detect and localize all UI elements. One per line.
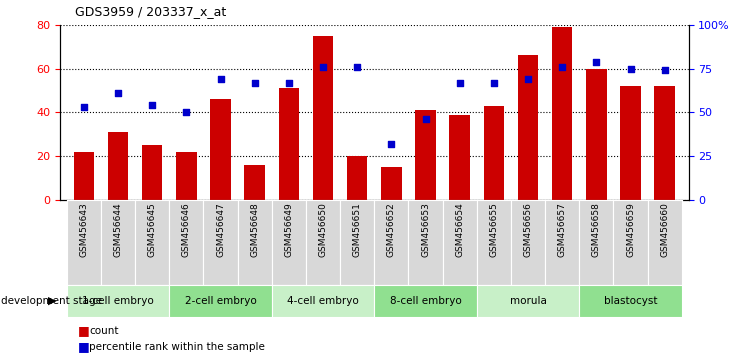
Point — [352, 64, 363, 70]
Text: GSM456654: GSM456654 — [455, 202, 464, 257]
Text: GSM456655: GSM456655 — [489, 202, 499, 257]
Text: development stage: development stage — [1, 296, 102, 306]
Point — [249, 80, 260, 85]
Point — [283, 80, 295, 85]
Point — [78, 104, 90, 110]
Bar — [244, 165, 265, 200]
Bar — [552, 27, 572, 200]
Bar — [621, 86, 641, 200]
Text: 4-cell embryo: 4-cell embryo — [287, 296, 359, 306]
Text: morula: morula — [510, 296, 547, 306]
Text: blastocyst: blastocyst — [604, 296, 657, 306]
Point — [317, 64, 329, 70]
Text: ■: ■ — [78, 341, 90, 353]
Bar — [586, 69, 607, 200]
Point — [181, 110, 192, 115]
Bar — [654, 86, 675, 200]
Point — [556, 64, 568, 70]
Bar — [107, 132, 128, 200]
Text: GSM456651: GSM456651 — [352, 202, 362, 257]
Text: GDS3959 / 203337_x_at: GDS3959 / 203337_x_at — [75, 5, 226, 18]
Text: GSM456650: GSM456650 — [319, 202, 327, 257]
Point — [659, 68, 670, 73]
Text: GSM456653: GSM456653 — [421, 202, 430, 257]
Bar — [279, 88, 299, 200]
Point — [146, 103, 158, 108]
Text: count: count — [89, 326, 118, 336]
Bar — [484, 106, 504, 200]
Text: GSM456657: GSM456657 — [558, 202, 567, 257]
Text: GSM456646: GSM456646 — [182, 202, 191, 257]
Text: GSM456643: GSM456643 — [80, 202, 88, 257]
Bar — [176, 152, 197, 200]
Point — [522, 76, 534, 82]
Bar — [450, 115, 470, 200]
Text: GSM456648: GSM456648 — [250, 202, 260, 257]
Text: 1-cell embryo: 1-cell embryo — [82, 296, 154, 306]
Text: GSM456659: GSM456659 — [626, 202, 635, 257]
Point — [625, 66, 637, 72]
Point — [112, 90, 124, 96]
Text: ▶: ▶ — [48, 296, 56, 306]
Point — [591, 59, 602, 64]
Text: GSM456649: GSM456649 — [284, 202, 293, 257]
Bar — [415, 110, 436, 200]
Text: ■: ■ — [78, 325, 90, 337]
Text: percentile rank within the sample: percentile rank within the sample — [89, 342, 265, 352]
Bar — [142, 145, 162, 200]
Bar — [74, 152, 94, 200]
Text: GSM456652: GSM456652 — [387, 202, 396, 257]
Bar — [518, 56, 538, 200]
Point — [385, 141, 397, 147]
Text: GSM456656: GSM456656 — [523, 202, 532, 257]
Point — [454, 80, 466, 85]
Bar — [313, 36, 333, 200]
Bar — [381, 167, 401, 200]
Bar — [347, 156, 368, 200]
Text: GSM456660: GSM456660 — [660, 202, 669, 257]
Text: GSM456644: GSM456644 — [113, 202, 123, 257]
Text: 2-cell embryo: 2-cell embryo — [185, 296, 257, 306]
Bar — [211, 99, 231, 200]
Text: GSM456647: GSM456647 — [216, 202, 225, 257]
Point — [420, 116, 431, 122]
Text: GSM456645: GSM456645 — [148, 202, 156, 257]
Text: GSM456658: GSM456658 — [592, 202, 601, 257]
Point — [488, 80, 500, 85]
Point — [215, 76, 227, 82]
Text: 8-cell embryo: 8-cell embryo — [390, 296, 461, 306]
